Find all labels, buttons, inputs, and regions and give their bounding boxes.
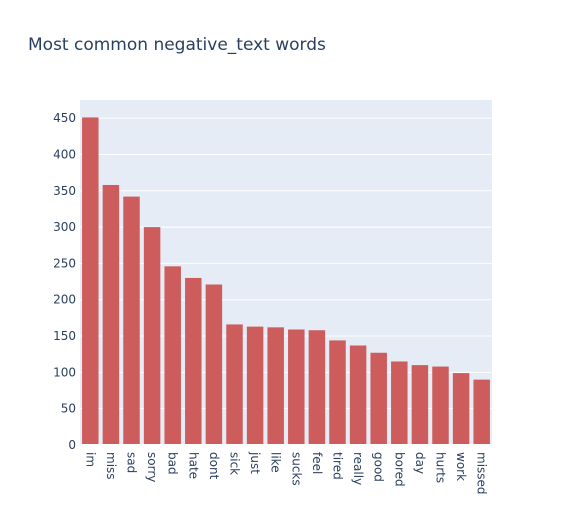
- x-tick-label: just: [248, 451, 262, 474]
- y-axis-ticks: 0 50 100 150 200 250 300 350 400 450: [53, 111, 76, 452]
- bar-sad: [123, 196, 140, 445]
- bar-good: [370, 352, 387, 445]
- bar-sucks: [288, 329, 305, 445]
- x-tick-label: day: [413, 452, 427, 474]
- x-tick-label: hate: [186, 452, 200, 479]
- bar-feel: [308, 330, 326, 445]
- plot-background: [80, 100, 492, 445]
- y-tick-label: 300: [53, 220, 76, 234]
- y-tick-label: 250: [53, 256, 76, 270]
- x-tick-label: miss: [104, 452, 118, 480]
- x-tick-label: dont: [207, 452, 221, 480]
- bar-like: [267, 327, 284, 445]
- bar-bored: [391, 361, 408, 445]
- x-tick-label: hurts: [434, 452, 448, 483]
- y-tick-label: 150: [53, 329, 76, 343]
- bar-really: [349, 345, 367, 445]
- bar-dont: [205, 284, 223, 445]
- bar-hurts: [432, 366, 449, 445]
- bar-tired: [329, 340, 346, 445]
- x-tick-label: feel: [310, 452, 324, 474]
- x-tick-label: tired: [331, 452, 345, 480]
- bar-im: [82, 117, 99, 445]
- y-tick-label: 350: [53, 184, 76, 198]
- x-tick-label: really: [351, 452, 365, 485]
- x-axis-ticks: im miss sad sorry bad hate dont sick just like suc…: [83, 451, 488, 495]
- x-tick-label: work: [454, 452, 468, 481]
- x-tick-label: sad: [125, 452, 139, 473]
- bar-day: [411, 365, 429, 445]
- x-tick-label: bad: [166, 452, 180, 475]
- bar-just: [246, 326, 264, 445]
- bar-work: [452, 373, 470, 445]
- x-tick-label: good: [372, 452, 386, 482]
- x-tick-label: bored: [392, 452, 406, 487]
- bar-miss: [102, 184, 120, 445]
- bars: [80, 117, 492, 446]
- y-tick-label: 400: [53, 147, 76, 161]
- y-tick-label: 0: [68, 438, 76, 452]
- x-tick-label: missed: [475, 452, 489, 495]
- x-tick-label: im: [83, 452, 97, 467]
- x-tick-label: sick: [228, 452, 242, 475]
- y-tick-label: 100: [53, 365, 76, 379]
- bar-hate: [185, 277, 202, 445]
- y-tick-label: 450: [53, 111, 76, 125]
- x-tick-label: like: [269, 452, 283, 473]
- chart-title: Most common negative_text words: [28, 35, 326, 55]
- bar-missed: [473, 379, 490, 445]
- x-tick-label: sucks: [289, 452, 303, 486]
- y-tick-label: 50: [61, 402, 76, 416]
- x-tick-label: sorry: [145, 452, 159, 482]
- bar-sorry: [143, 227, 161, 445]
- y-tick-label: 200: [53, 293, 76, 307]
- bar-sick: [226, 324, 243, 445]
- bar-bad: [164, 266, 181, 445]
